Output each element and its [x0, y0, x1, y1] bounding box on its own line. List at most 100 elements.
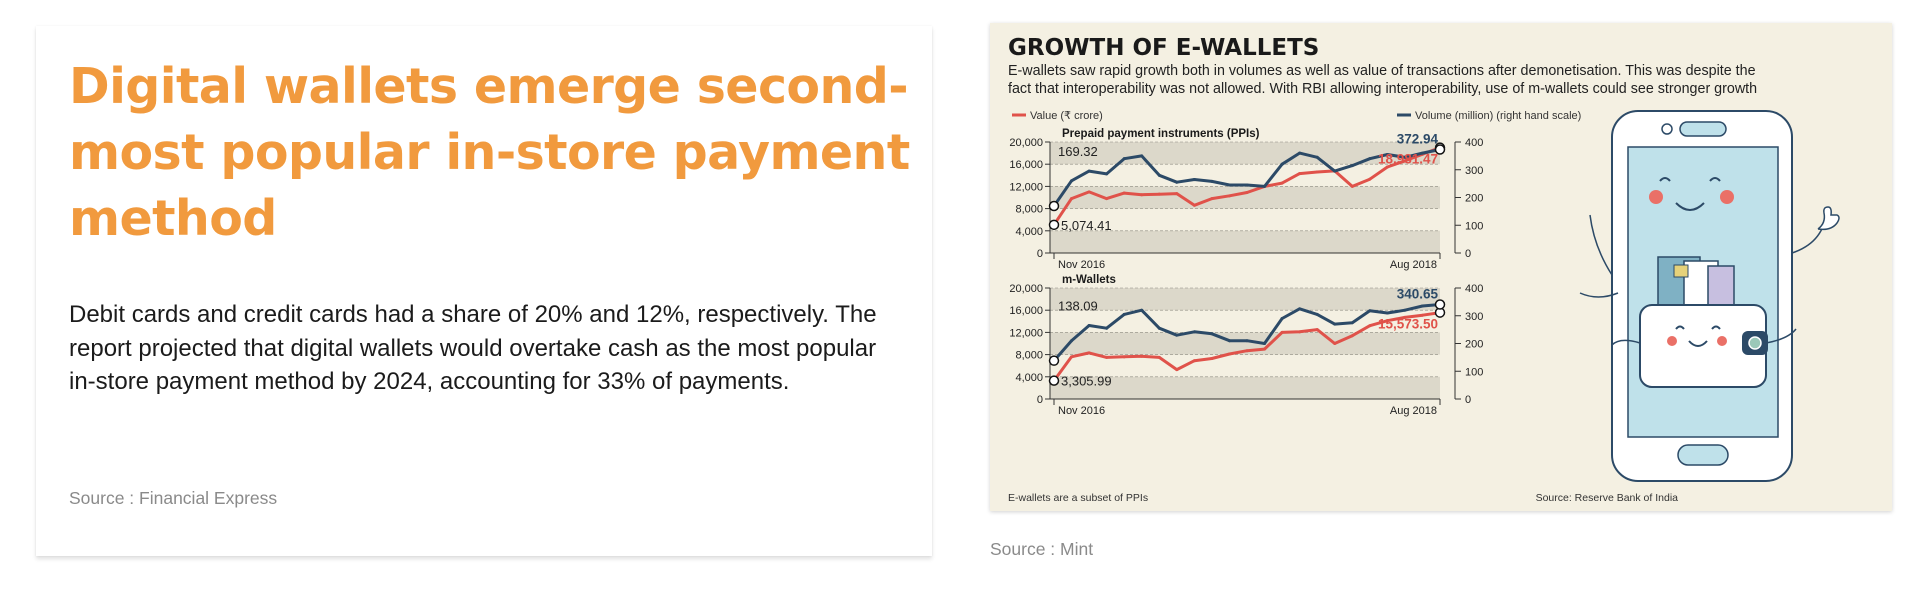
phone-left-cheek [1649, 190, 1663, 204]
article-body: Debit cards and credit cards had a share… [69, 301, 877, 395]
volume-point [1280, 317, 1284, 321]
volume-point [1434, 144, 1446, 155]
volume-point [1315, 155, 1319, 159]
phone-left-arm [1579, 214, 1619, 298]
value-start-label: 5,074.41 [1061, 218, 1112, 233]
value-point [1280, 181, 1284, 185]
chart-panel-ppis: Prepaid payment instruments (PPIs) 0 4,000… [1009, 128, 1483, 271]
value-end-label: 18,981.47 [1378, 152, 1438, 167]
volume-point [1227, 339, 1231, 343]
chart-subtitle-line1: E-wallets saw rapid growth both in volum… [1008, 63, 1756, 79]
left-tick-label: 4,000 [1015, 226, 1043, 238]
value-point [1333, 342, 1337, 345]
value-point [1350, 184, 1354, 188]
chart-footnote: E-wallets are a subset of PPIs [1008, 492, 1148, 504]
value-point [1315, 328, 1319, 332]
grid-band [1050, 230, 1440, 253]
x-tick-label-start: Nov 2016 [1058, 405, 1105, 417]
phone-camera [1661, 123, 1673, 135]
value-point [1368, 177, 1372, 181]
article-source: Source : Financial Express [69, 488, 278, 508]
left-tick-label: 12,000 [1009, 181, 1043, 193]
phone-right-cheek [1720, 190, 1734, 204]
left-tick-label: 12,000 [1009, 327, 1043, 339]
volume-point [1157, 326, 1161, 330]
panel-title: Prepaid payment instruments (PPIs) [1062, 128, 1260, 140]
value-point [1122, 355, 1126, 359]
grid-band [1050, 376, 1440, 399]
x-tick-label-start: Nov 2016 [1058, 259, 1105, 271]
volume-point [1227, 183, 1231, 187]
grid-band [1050, 186, 1440, 209]
volume-point [1420, 151, 1424, 155]
volume-end-label: 340.65 [1397, 286, 1439, 301]
value-point [1298, 172, 1302, 176]
chart-subtitle-line2: fact that interoperability was not allow… [1008, 81, 1757, 97]
volume-point [1350, 321, 1354, 325]
right-tick-label: 300 [1465, 165, 1483, 177]
wallet-button [1748, 336, 1762, 350]
left-tick-label: 20,000 [1009, 137, 1043, 149]
volume-point [1087, 323, 1091, 327]
right-tick-label: 0 [1465, 394, 1471, 406]
x-tick-label-end: Aug 2018 [1390, 259, 1437, 271]
grid-band [1050, 332, 1440, 355]
value-point [1192, 203, 1196, 207]
value-point [1140, 354, 1144, 358]
volume-point [1403, 155, 1407, 159]
volume-point [1105, 172, 1109, 176]
volume-point [1192, 177, 1196, 181]
volume-point [1403, 308, 1407, 312]
wallet-smile [1688, 340, 1708, 347]
value-point [1192, 359, 1196, 363]
value-point [1087, 351, 1091, 355]
infographic: GROWTH OF E-WALLETS E-wallets saw rapid … [990, 23, 1892, 511]
card-chip-icon [1673, 264, 1689, 278]
value-point [1210, 356, 1214, 360]
grid-band [1050, 288, 1440, 311]
phone-smile [1675, 202, 1705, 211]
value-point [1403, 159, 1407, 163]
x-tick-label-end: Aug 2018 [1390, 405, 1437, 417]
value-point [1105, 197, 1109, 201]
phone-illustration [1579, 110, 1840, 482]
value-point [1245, 191, 1249, 195]
value-point [1210, 197, 1214, 201]
volume-point [1210, 179, 1214, 183]
value-point [1140, 193, 1144, 197]
volume-point [1175, 180, 1179, 184]
value-point [1420, 313, 1424, 317]
value-point [1385, 319, 1389, 323]
volume-point [1434, 299, 1446, 310]
volume-point [1175, 333, 1179, 337]
volume-point [1245, 339, 1249, 343]
volume-point [1298, 151, 1302, 155]
right-tick-label: 200 [1465, 193, 1483, 205]
panel-title: m-Wallets [1062, 274, 1116, 286]
chart-source: Source: Reserve Bank of India [1536, 492, 1679, 504]
volume-point [1048, 355, 1060, 366]
value-point [1048, 375, 1060, 386]
phone-right-arm [1791, 214, 1827, 254]
left-tick-label: 0 [1037, 394, 1043, 406]
volume-start-label: 138.09 [1058, 299, 1098, 314]
volume-point [1280, 162, 1284, 166]
value-point [1070, 355, 1074, 359]
value-point [1070, 197, 1074, 201]
value-point [1175, 368, 1179, 372]
value-point [1157, 192, 1161, 196]
value-point [1368, 324, 1372, 328]
volume-point [1263, 184, 1267, 188]
value-point [1298, 330, 1302, 334]
left-tick-label: 20,000 [1009, 283, 1043, 295]
value-point [1227, 352, 1231, 356]
volume-point [1157, 173, 1161, 177]
chart-title: GROWTH OF E-WALLETS [1008, 35, 1319, 61]
right-tick-label: 400 [1465, 137, 1483, 149]
image-source: Source : Mint [990, 539, 1094, 559]
volume-point [1385, 311, 1389, 315]
value-point [1263, 347, 1267, 351]
article-title: Digital wallets emerge second-most popul… [69, 58, 910, 247]
value-point [1385, 165, 1389, 169]
volume-point [1245, 183, 1249, 187]
